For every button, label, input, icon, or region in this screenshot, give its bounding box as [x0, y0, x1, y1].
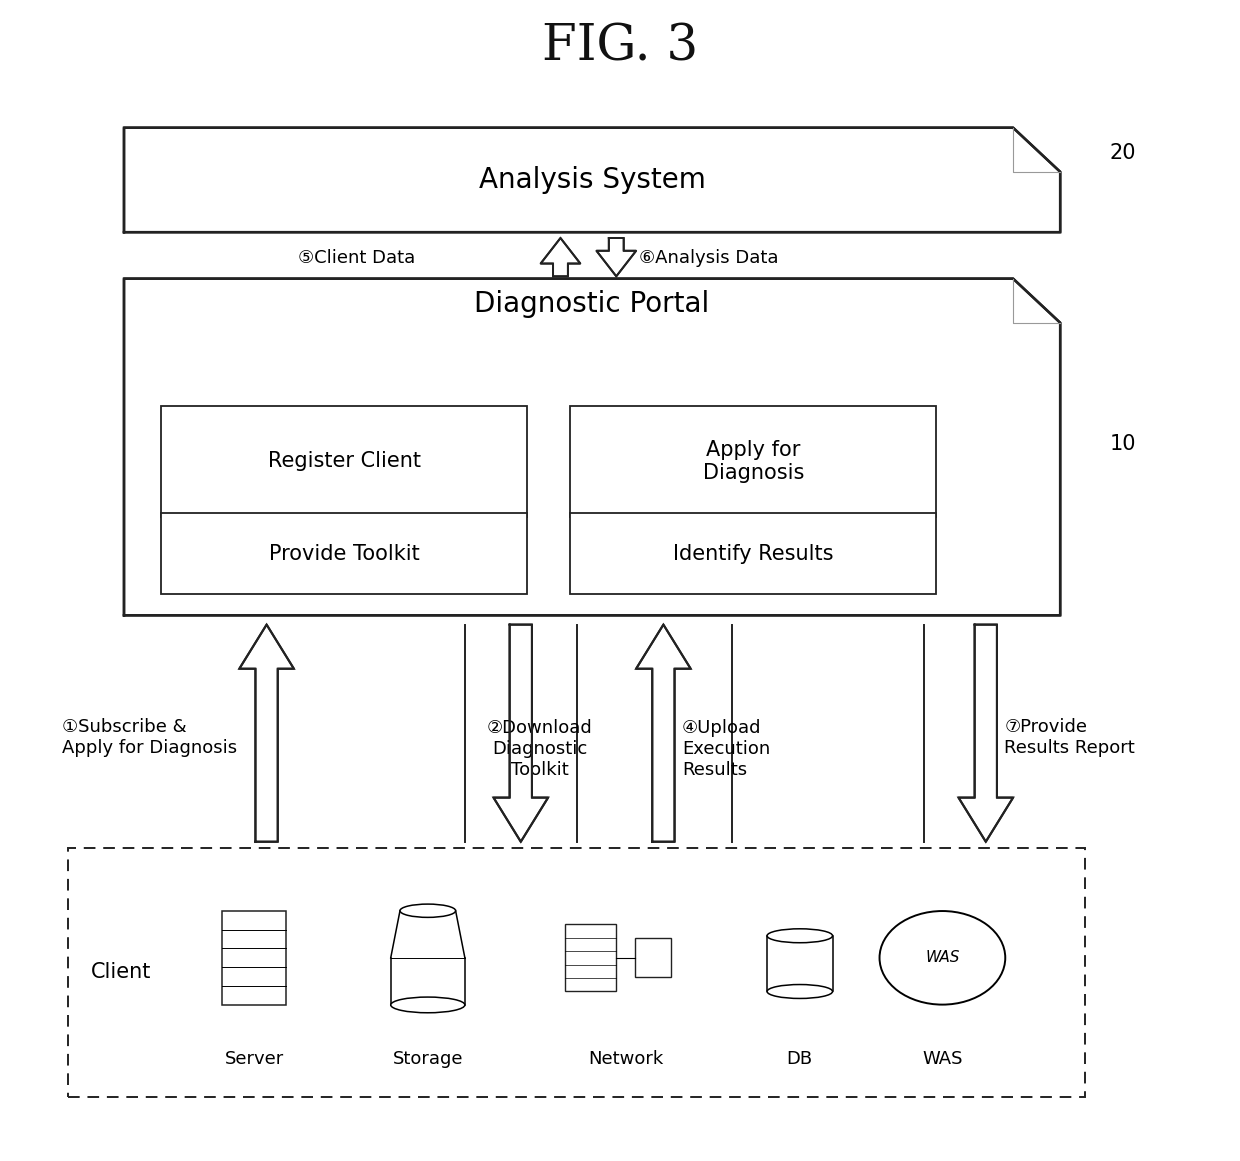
Ellipse shape — [768, 929, 832, 943]
Polygon shape — [541, 238, 580, 276]
Text: Identify Results: Identify Results — [673, 543, 833, 564]
FancyBboxPatch shape — [161, 406, 527, 517]
Ellipse shape — [401, 904, 455, 917]
Text: Server: Server — [224, 1050, 284, 1068]
FancyBboxPatch shape — [222, 911, 286, 1004]
Polygon shape — [239, 625, 294, 842]
FancyBboxPatch shape — [635, 938, 671, 978]
Text: ①Subscribe &
Apply for Diagnosis: ①Subscribe & Apply for Diagnosis — [62, 717, 237, 757]
Polygon shape — [124, 279, 1060, 615]
Text: Apply for
Diagnosis: Apply for Diagnosis — [703, 440, 804, 483]
FancyBboxPatch shape — [68, 848, 1085, 1097]
Ellipse shape — [768, 985, 832, 998]
Text: 20: 20 — [1110, 143, 1136, 164]
Ellipse shape — [391, 997, 465, 1012]
Text: Register Client: Register Client — [268, 452, 420, 471]
Text: Provide Toolkit: Provide Toolkit — [269, 543, 419, 564]
Text: WAS: WAS — [923, 1050, 962, 1068]
Text: Analysis System: Analysis System — [479, 166, 706, 194]
Text: 10: 10 — [1110, 433, 1136, 454]
Text: Client: Client — [91, 962, 151, 982]
Text: WAS: WAS — [925, 951, 960, 965]
Ellipse shape — [879, 911, 1006, 1004]
Text: FIG. 3: FIG. 3 — [542, 22, 698, 71]
FancyBboxPatch shape — [565, 924, 616, 991]
Text: ⑥Analysis Data: ⑥Analysis Data — [639, 248, 779, 267]
Polygon shape — [959, 625, 1013, 842]
Text: Network: Network — [589, 1050, 663, 1068]
Text: ②Download
Diagnostic
Toolkit: ②Download Diagnostic Toolkit — [486, 719, 593, 779]
Text: Storage: Storage — [393, 1050, 463, 1068]
Polygon shape — [124, 128, 1060, 232]
Polygon shape — [494, 625, 548, 842]
FancyBboxPatch shape — [161, 513, 527, 594]
FancyBboxPatch shape — [570, 513, 936, 594]
Text: ⑦Provide
Results Report: ⑦Provide Results Report — [1004, 717, 1135, 757]
Polygon shape — [596, 238, 636, 276]
Text: Diagnostic Portal: Diagnostic Portal — [475, 290, 709, 318]
Text: ⑤Client Data: ⑤Client Data — [298, 248, 415, 267]
Polygon shape — [636, 625, 691, 842]
FancyBboxPatch shape — [570, 406, 936, 517]
Text: ④Upload
Execution
Results: ④Upload Execution Results — [682, 719, 770, 779]
Text: DB: DB — [786, 1050, 813, 1068]
